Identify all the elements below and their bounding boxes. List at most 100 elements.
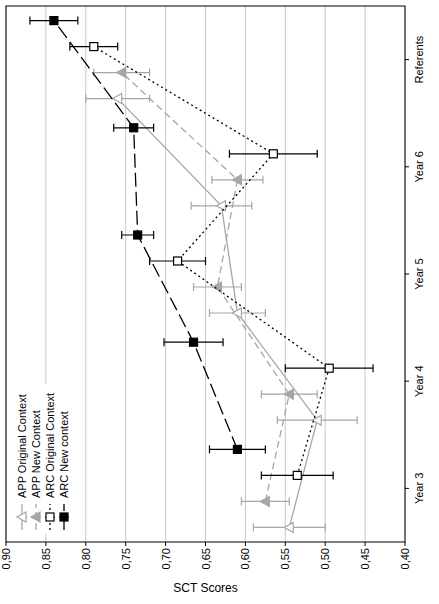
grid-line (245, 6, 246, 542)
error-cap (77, 17, 78, 25)
legend-marker (46, 513, 54, 521)
error-bar (150, 257, 206, 265)
series-line (118, 99, 318, 528)
error-cap (241, 283, 242, 291)
error-bar (94, 69, 150, 77)
tick-label: 0,40 (399, 548, 411, 569)
error-cap (229, 150, 230, 158)
data-point (269, 150, 277, 158)
error-cap (153, 231, 154, 239)
tick-label: 0,45 (359, 548, 371, 569)
error-cap (372, 364, 373, 372)
category-label: Year 4 (413, 365, 425, 396)
legend-label: APP New Context (30, 410, 42, 498)
grid-line (165, 6, 166, 542)
error-cap (241, 497, 242, 505)
data-point (90, 43, 98, 51)
legend-label: ARC New context (58, 411, 70, 498)
tick-mark (205, 542, 206, 546)
error-cap (285, 364, 286, 372)
error-cap (29, 17, 30, 25)
error-cap (149, 69, 150, 77)
tick-mark (85, 542, 86, 546)
error-bar (261, 390, 317, 398)
error-cap (193, 283, 194, 291)
legend: APP Original ContextAPP New ContextARC O… (12, 384, 74, 534)
category-label: Year 6 (413, 151, 425, 182)
error-bar (164, 338, 223, 346)
error-bar (86, 95, 150, 103)
error-cap (117, 43, 118, 51)
error-cap (333, 471, 334, 479)
error-cap (357, 416, 358, 424)
error-cap (325, 523, 326, 531)
error-cap (205, 257, 206, 265)
tick-mark (45, 542, 46, 546)
series-line (94, 47, 329, 476)
data-point (232, 175, 241, 185)
data-point (130, 124, 138, 132)
error-bar (253, 523, 325, 531)
error-bar (261, 471, 333, 479)
error-cap (261, 471, 262, 479)
category-tick (405, 488, 409, 489)
error-cap (289, 497, 290, 505)
tick-mark (365, 542, 366, 546)
tick-mark (125, 542, 126, 546)
tick-mark (245, 542, 246, 546)
error-bar (229, 150, 317, 158)
category-tick (405, 274, 409, 275)
legend-marker (17, 512, 26, 522)
error-bar (209, 445, 265, 453)
data-point (50, 17, 58, 25)
category-tick (405, 59, 409, 60)
grid-line (285, 6, 286, 542)
data-point (233, 445, 241, 453)
data-point (216, 201, 225, 211)
plot-area (30, 17, 373, 533)
category-tick (405, 381, 409, 382)
chart-stage: 0,400,450,500,550,600,650,700,750,800,85… (0, 0, 439, 604)
error-bar (285, 364, 373, 372)
tick-mark (6, 542, 7, 546)
error-cap (191, 202, 192, 210)
plot-frame (6, 6, 405, 542)
error-cap (251, 202, 252, 210)
data-point (312, 415, 321, 425)
error-bar (212, 176, 263, 184)
series-line (122, 73, 290, 502)
data-point (134, 231, 142, 239)
error-cap (222, 338, 223, 346)
category-label: Year 3 (413, 473, 425, 504)
legend-label: ARC Original Context (44, 393, 56, 498)
data-point (293, 471, 301, 479)
axis-title: SCT Scores (173, 581, 237, 595)
data-point (117, 68, 126, 78)
error-cap (121, 231, 122, 239)
tick-label: 0,55 (279, 548, 291, 569)
category-label: Year 5 (413, 258, 425, 289)
error-cap (211, 176, 212, 184)
data-point (284, 389, 293, 399)
legend-box (12, 384, 74, 534)
tick-label: 0,80 (80, 548, 92, 569)
error-cap (69, 43, 70, 51)
grid-line (85, 6, 86, 542)
tick-label: 0,65 (200, 548, 212, 569)
error-cap (163, 338, 164, 346)
error-cap (113, 124, 114, 132)
error-bar (122, 231, 154, 239)
tick-label: 0,60 (239, 548, 251, 569)
tick-mark (325, 542, 326, 546)
grid-line (365, 6, 366, 542)
error-bar (194, 283, 242, 291)
tick-label: 0,50 (319, 548, 331, 569)
category-label: Referents (413, 35, 425, 83)
tick-label: 0,85 (40, 548, 52, 569)
tick-mark (285, 542, 286, 546)
error-bar (191, 202, 252, 210)
data-point (174, 257, 182, 265)
error-cap (277, 416, 278, 424)
error-bar (114, 124, 154, 132)
error-bar (241, 497, 289, 505)
